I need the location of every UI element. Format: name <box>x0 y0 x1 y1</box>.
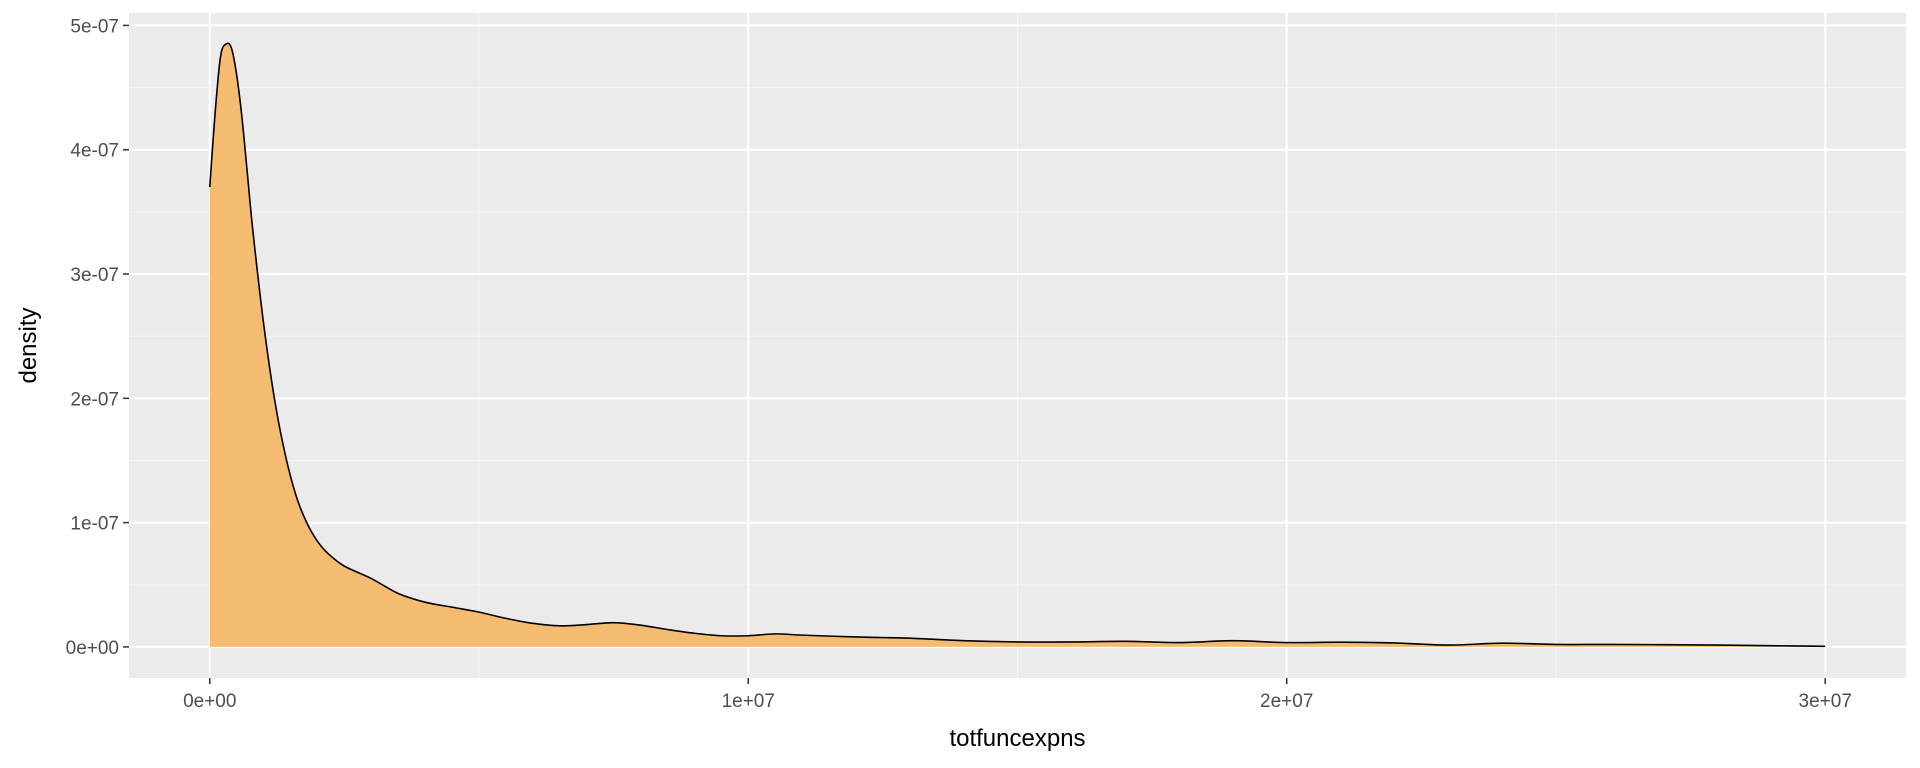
y-tick-label: 4e-07 <box>70 141 119 162</box>
y-tick-label: 0e+00 <box>66 638 119 659</box>
density-area <box>209 43 1826 647</box>
y-tick-label: 3e-07 <box>70 265 119 286</box>
x-tick-label: 0e+00 <box>183 691 236 712</box>
x-tick-label: 2e+07 <box>1260 691 1313 712</box>
y-axis: 0e+00 1e-07 2e-07 3e-07 4e-07 5e-07 <box>66 16 129 659</box>
y-tick-label: 5e-07 <box>70 16 119 37</box>
x-axis-title: totfuncexpns <box>949 725 1085 752</box>
y-tick-label: 1e-07 <box>70 514 119 535</box>
y-tick-label: 2e-07 <box>70 389 119 410</box>
major-grid <box>129 13 1906 678</box>
minor-grid <box>129 13 1906 678</box>
x-axis: 0e+00 1e+07 2e+07 3e+07 <box>183 678 1852 712</box>
density-line <box>208 42 1826 648</box>
y-axis-title: density <box>15 307 42 383</box>
x-tick-label: 1e+07 <box>722 691 775 712</box>
x-tick-label: 3e+07 <box>1799 691 1852 712</box>
